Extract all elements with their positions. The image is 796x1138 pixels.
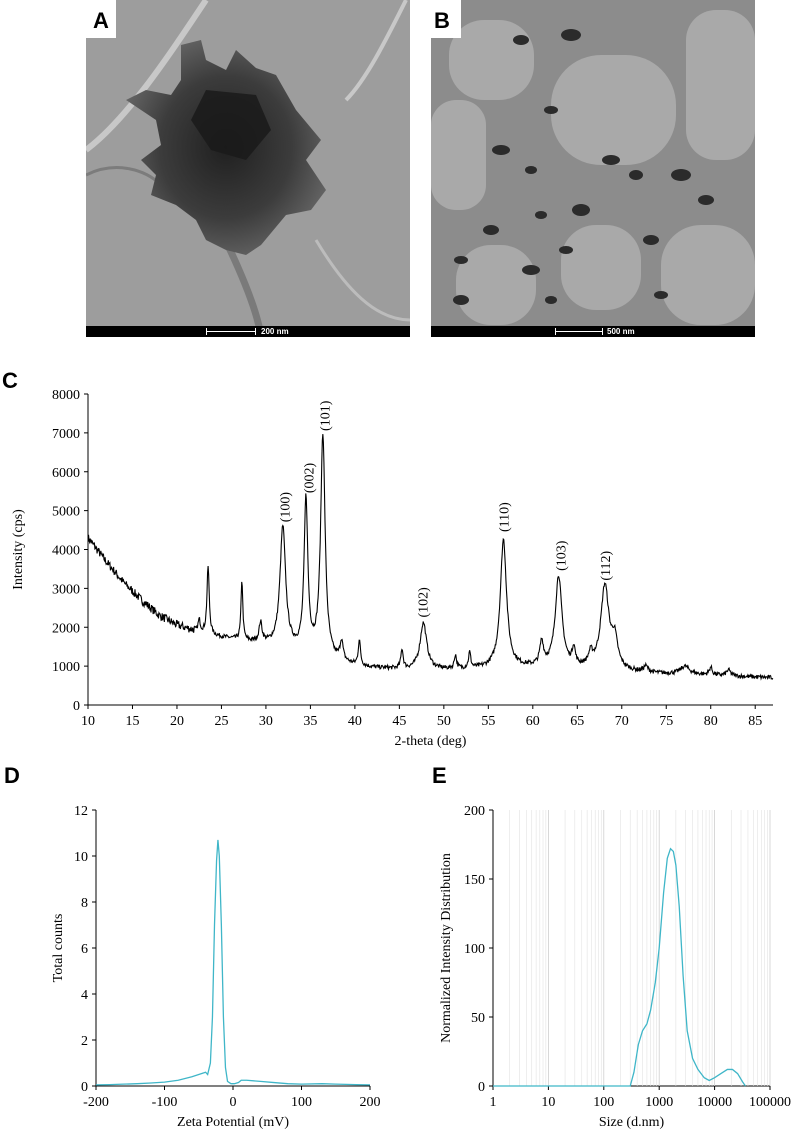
x-axis-label: 2-theta (deg) [395, 734, 467, 749]
y-tick-label: 0 [73, 699, 80, 714]
panel-letter-d: D [4, 763, 20, 788]
y-tick-label: 0 [478, 1080, 485, 1095]
y-axis-label: Total counts [51, 914, 66, 983]
x-tick-label: 35 [303, 714, 317, 729]
panel-letter-box-a [86, 0, 116, 38]
x-axis-label: Size (d.nm) [599, 1115, 665, 1130]
x-tick-label: 85 [748, 714, 762, 729]
y-axis-label: Intensity (cps) [11, 509, 26, 590]
x-axis-label: Zeta Potential (mV) [177, 1115, 289, 1130]
x-tick-label: 45 [392, 714, 406, 729]
x-tick-label: -200 [83, 1095, 109, 1110]
scale-bar-b: 500 nm [431, 326, 755, 337]
peak-annotation: (101) [319, 400, 334, 431]
y-tick-label: 7000 [52, 427, 80, 442]
y-tick-label: 150 [464, 873, 485, 888]
x-tick-label: 40 [348, 714, 362, 729]
y-tick-label: 4 [81, 988, 88, 1003]
size-series-line [493, 847, 746, 1087]
y-tick-label: 8000 [52, 388, 80, 403]
y-axis-label: Normalized Intensity Distribution [439, 853, 454, 1043]
x-tick-label: 25 [214, 714, 228, 729]
y-tick-label: 50 [471, 1011, 485, 1026]
x-tick-label: 20 [170, 714, 184, 729]
xrd-series-line [87, 434, 774, 681]
x-tick-label: 50 [437, 714, 451, 729]
x-tick-label: 100000 [749, 1095, 791, 1110]
scale-bar-a: 200 nm [86, 326, 410, 337]
x-tick-label: 100 [291, 1095, 312, 1110]
y-tick-label: 4000 [52, 544, 80, 559]
scale-bar-line-b [555, 328, 603, 335]
y-tick-label: 0 [81, 1080, 88, 1095]
xrd-chart: 0 1000 2000 3000 4000 5000 6000 7000 8000 10 15 20 2… [11, 388, 774, 749]
scale-bar-label-b: 500 nm [607, 327, 635, 336]
y-tick-label: 5000 [52, 505, 80, 520]
panel-letter-e: E [432, 763, 447, 788]
y-tick-label: 100 [464, 942, 485, 957]
peak-annotation: (103) [554, 540, 569, 571]
peak-annotation: (102) [416, 587, 431, 618]
x-tick-label: 30 [259, 714, 273, 729]
x-tick-label: 200 [360, 1095, 381, 1110]
x-tick-label: 10 [541, 1095, 555, 1110]
y-tick-label: 6 [81, 942, 88, 957]
x-tick-label: 55 [481, 714, 495, 729]
x-tick-label: 15 [125, 714, 139, 729]
tem-micrograph-a [86, 0, 410, 337]
y-tick-label: 200 [464, 804, 485, 819]
x-tick-label: 100 [593, 1095, 614, 1110]
panel-letter-a: A [93, 8, 109, 33]
x-tick-label: 1 [490, 1095, 497, 1110]
zeta-potential-chart: 0 2 4 6 8 10 12 -200 -100 0 100 200 Zeta Potential (… [51, 804, 381, 1130]
y-tick-label: 12 [74, 804, 88, 819]
tem-micrograph-b [431, 0, 755, 337]
x-tick-label: 80 [704, 714, 718, 729]
y-tick-label: 8 [81, 896, 88, 911]
x-tick-label: 1000 [645, 1095, 673, 1110]
x-tick-label: 0 [230, 1095, 237, 1110]
x-tick-label: 70 [615, 714, 629, 729]
zeta-series-line [95, 839, 371, 1086]
tem-image-a: A 200 nm [86, 0, 410, 337]
y-tick-label: 3000 [52, 582, 80, 597]
y-tick-label: 10 [74, 850, 88, 865]
panel-letter-b: B [434, 8, 450, 33]
y-tick-label: 2 [81, 1034, 88, 1049]
x-tick-label: 75 [659, 714, 673, 729]
scale-bar-label-a: 200 nm [261, 327, 289, 336]
peak-annotation: (110) [497, 502, 512, 532]
y-tick-label: 2000 [52, 621, 80, 636]
x-tick-label: 10000 [697, 1095, 732, 1110]
panel-letter-box-b [431, 0, 461, 38]
y-tick-label: 1000 [52, 660, 80, 675]
size-distribution-chart: 0 50 100 150 200 1 10 100 1000 10000 100000 Size (d… [439, 804, 791, 1130]
peak-annotation: (100) [279, 492, 294, 523]
scale-bar-line-a [206, 328, 256, 335]
x-tick-label: 60 [526, 714, 540, 729]
y-tick-label: 6000 [52, 466, 80, 481]
x-tick-label: 10 [81, 714, 95, 729]
x-tick-label: -100 [152, 1095, 178, 1110]
peak-annotation: (002) [303, 462, 318, 493]
tem-image-b: B 500 nm [431, 0, 755, 337]
peak-annotation: (112) [599, 550, 614, 580]
panel-letter-c: C [2, 368, 18, 393]
x-tick-label: 65 [570, 714, 584, 729]
